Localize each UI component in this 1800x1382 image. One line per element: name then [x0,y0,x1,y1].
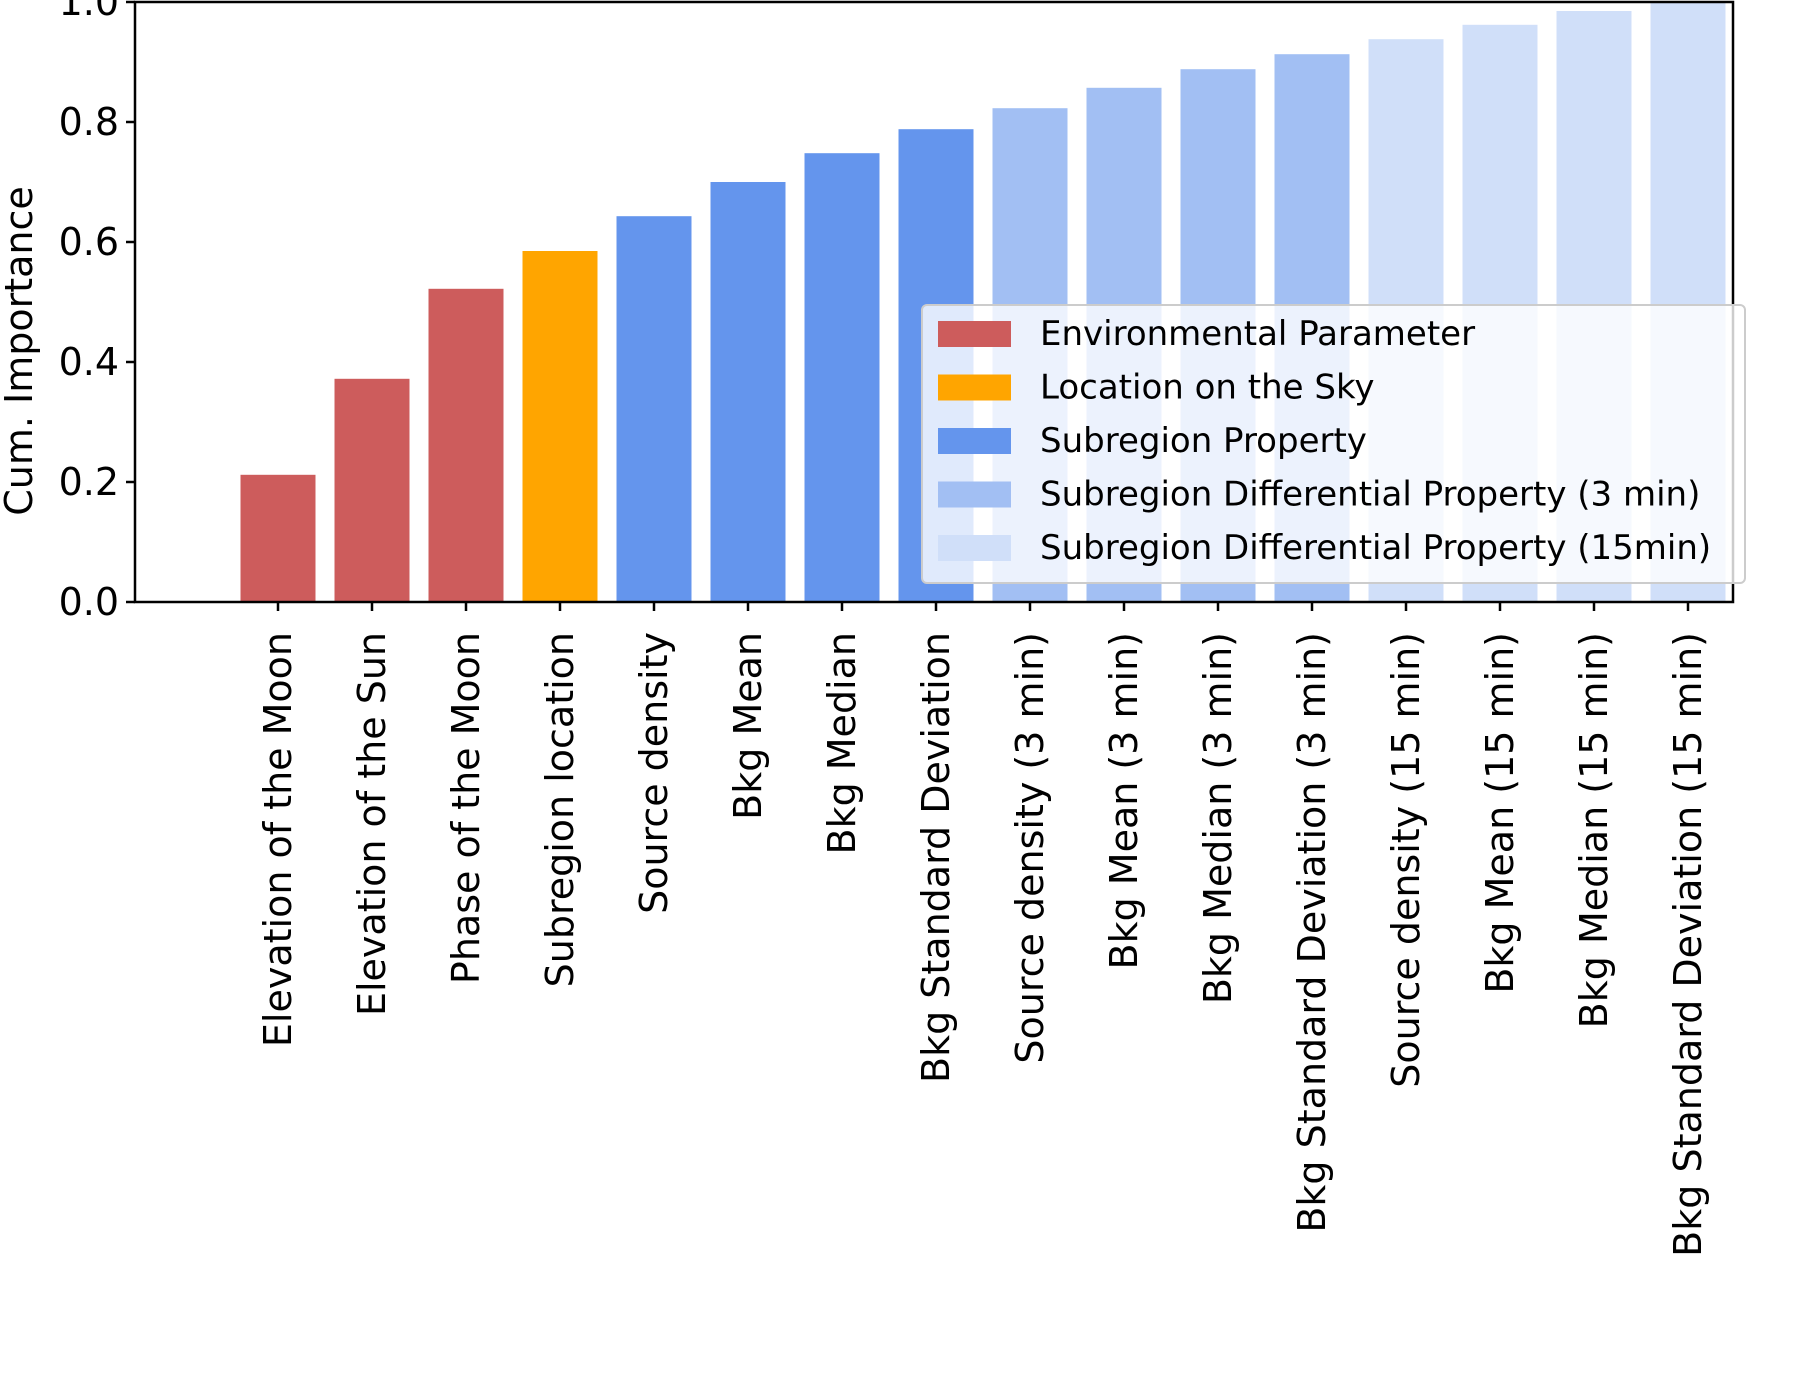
legend-swatch [938,481,1011,508]
bar-4 [522,251,598,602]
plot-frame [133,0,1735,604]
x-tick-label: Bkg Mean (3 min) [1102,632,1146,969]
legend-label: Subregion Differential Property (3 min) [1040,475,1700,515]
bar-6 [710,182,786,602]
bar-7 [804,153,880,602]
y-tick-label: 0.6 [59,220,119,264]
x-ticks-group: Elevation of the Moon Elevation of the Su… [256,602,1710,1257]
legend-box [921,304,1746,584]
legend-swatch [938,428,1011,454]
bar-5 [616,216,692,602]
y-axis-label: Cum. Importance [0,186,41,516]
x-tick-label: Bkg Median [820,632,864,855]
x-tick-label: Source density [632,632,676,914]
legend-swatch [938,321,1011,347]
x-tick-label: Bkg Median (15 min) [1572,632,1616,1028]
x-tick-label: Subregion location [538,632,582,987]
axes-group [133,0,1735,604]
x-tick-label: Source density (15 min) [1384,632,1428,1088]
x-tick-label: Elevation of the Sun [350,632,394,1016]
legend: Environmental Parameter Location on the S… [921,304,1746,584]
x-tick-label: Source density (3 min) [1008,632,1052,1064]
legend-label: Environmental Parameter [1040,314,1475,354]
legend-swatch [938,535,1011,561]
y-tick-label: 0.2 [59,460,119,504]
bar-3 [428,288,504,602]
x-tick-label: Phase of the Moon [444,632,488,984]
x-tick-label: Bkg Standard Deviation [914,632,958,1083]
x-tick-label: Bkg Standard Deviation (15 min) [1666,632,1710,1257]
x-tick-label: Bkg Median (3 min) [1196,632,1240,1004]
y-ticks-group: 0.0 0.2 0.4 0.6 0.8 1.0 [59,0,135,624]
x-tick-label: Bkg Standard Deviation (3 min) [1290,632,1334,1233]
bar-2 [334,378,410,602]
y-tick-label: 1.0 [59,0,119,24]
y-tick-label: 0.8 [59,100,119,144]
x-tick-label: Elevation of the Moon [256,632,300,1047]
legend-label: Location on the Sky [1040,368,1375,408]
legend-label: Subregion Property [1040,421,1367,461]
y-tick-label: 0.4 [59,340,119,384]
y-tick-label: 0.0 [59,580,119,624]
legend-swatch [938,374,1011,401]
legend-label: Subregion Differential Property (15min) [1040,528,1711,568]
x-tick-label: Bkg Mean [726,632,770,820]
x-tick-label: Bkg Mean (15 min) [1478,632,1522,994]
bar-1 [240,474,316,602]
